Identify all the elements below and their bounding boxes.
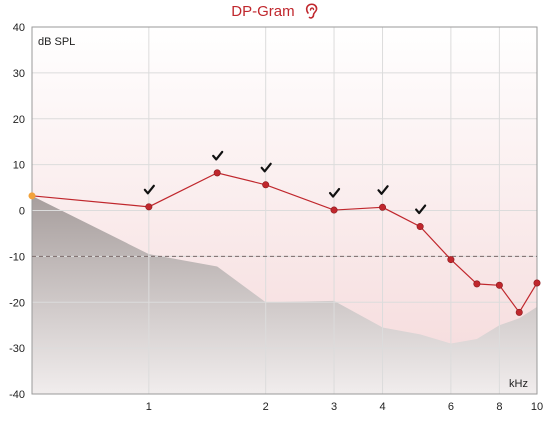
data-point	[213, 169, 221, 177]
y-tick-label: 30	[13, 68, 25, 80]
checkmark-icon	[328, 187, 341, 198]
checkmark-icon	[212, 150, 224, 161]
data-point	[533, 279, 541, 287]
y-tick-label: -20	[9, 297, 25, 309]
x-tick-label: 2	[263, 401, 269, 413]
chart-title: DP-Gram	[0, 3, 550, 23]
checkmark-icon	[377, 185, 389, 195]
y-tick-label: 40	[13, 22, 25, 34]
x-tick-label: 6	[448, 401, 454, 413]
data-point	[330, 206, 338, 214]
data-point	[416, 223, 424, 231]
y-tick-label: -10	[9, 251, 25, 263]
checkmark-icon	[415, 204, 427, 215]
x-tick-label: 1	[146, 401, 152, 413]
y-tick-label: -30	[9, 343, 25, 355]
noise-floor-area	[32, 195, 537, 394]
x-axis-unit-label: kHz	[509, 378, 528, 390]
ear-icon	[305, 3, 319, 23]
data-point	[379, 203, 387, 211]
x-tick-label: 10	[531, 401, 543, 413]
x-tick-label: 8	[496, 401, 502, 413]
y-axis-label: dB SPL	[38, 36, 75, 48]
data-point	[145, 203, 153, 211]
checkmark-icon	[143, 184, 155, 195]
data-point	[495, 281, 503, 289]
plot-frame	[31, 26, 538, 395]
data-point	[515, 308, 523, 316]
data-point	[262, 181, 270, 189]
data-point	[28, 192, 36, 200]
x-tick-label: 4	[379, 401, 385, 413]
series-line	[31, 172, 538, 314]
y-tick-label: -40	[9, 389, 25, 401]
chart-title-text: DP-Gram	[231, 3, 295, 20]
y-tick-label: 0	[19, 206, 25, 218]
data-point	[473, 280, 481, 288]
y-tick-label: 10	[13, 160, 25, 172]
y-tick-label: 20	[13, 114, 25, 126]
x-tick-label: 3	[331, 401, 337, 413]
checkmark-icon	[260, 162, 272, 173]
data-point	[447, 256, 455, 264]
